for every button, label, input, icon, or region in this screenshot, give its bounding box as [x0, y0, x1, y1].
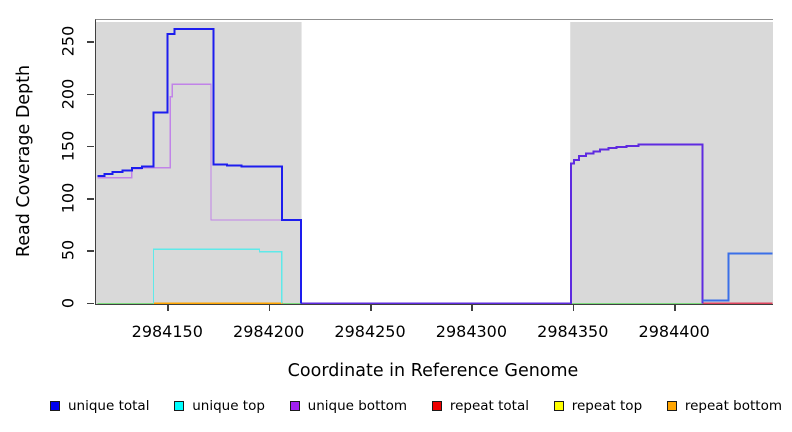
mapped-block-right	[570, 22, 773, 304]
legend-item-unique-total: unique total	[50, 398, 149, 414]
legend-label: unique total	[68, 398, 150, 414]
y-tick	[87, 93, 94, 96]
legend-item-repeat-total: repeat total	[431, 398, 529, 414]
y-tick-label: 50	[58, 240, 78, 261]
y-tick	[87, 250, 94, 252]
x-tick	[674, 304, 676, 311]
x-tick-label: 2984250	[334, 322, 406, 341]
y-axis-title: Read Coverage Depth	[14, 64, 34, 258]
y-tick	[87, 41, 94, 43]
plot-area	[95, 19, 773, 305]
mapped-block-left	[96, 22, 302, 304]
legend-marker-icon	[174, 401, 185, 411]
x-tick-label: 2984200	[233, 322, 305, 341]
y-tick	[87, 198, 94, 200]
y-tick	[87, 302, 94, 304]
legend-item-unique-bottom: unique bottom	[289, 398, 408, 414]
legend-marker-icon	[289, 401, 300, 411]
legend-label: repeat bottom	[684, 398, 782, 414]
series-unique-total	[97, 27, 303, 304]
legend-marker-icon	[50, 401, 60, 411]
plot-canvas	[96, 22, 773, 304]
series-unique-total-right	[702, 252, 773, 302]
x-tick	[370, 304, 372, 311]
legend-label: unique top	[192, 398, 265, 414]
legend-marker-icon	[666, 401, 677, 411]
x-tick-label: 2984350	[537, 322, 609, 341]
chart-legend: unique total unique top unique bottom repea…	[50, 398, 782, 414]
series-unique-top	[152, 248, 283, 304]
legend-label: repeat total	[449, 398, 529, 414]
y-tick-label: 150	[58, 130, 78, 162]
y-tick	[87, 145, 94, 148]
legend-item-repeat-bottom: repeat bottom	[666, 398, 782, 414]
legend-item-unique-top: unique top	[174, 398, 265, 414]
x-tick	[572, 304, 575, 311]
legend-label: repeat top	[571, 398, 643, 414]
x-tick	[167, 304, 169, 311]
series-unique-total-bottom-overlap	[301, 143, 704, 304]
x-tick-label: 2984400	[638, 322, 710, 341]
legend-label: unique bottom	[307, 398, 408, 414]
legend-marker-icon	[431, 401, 442, 411]
x-tick-label: 2984150	[131, 322, 203, 341]
x-tick	[268, 304, 271, 311]
x-tick	[471, 304, 473, 311]
y-tick-label: 0	[58, 297, 78, 308]
legend-marker-icon	[553, 401, 564, 411]
legend-item-repeat-top: repeat top	[553, 398, 643, 414]
y-tick-label: 200	[58, 78, 78, 109]
x-axis-title: Coordinate in Reference Genome	[287, 361, 579, 381]
y-tick-label: 100	[58, 182, 78, 214]
x-tick-label: 2984300	[435, 322, 508, 341]
y-tick-label: 250	[58, 26, 78, 57]
